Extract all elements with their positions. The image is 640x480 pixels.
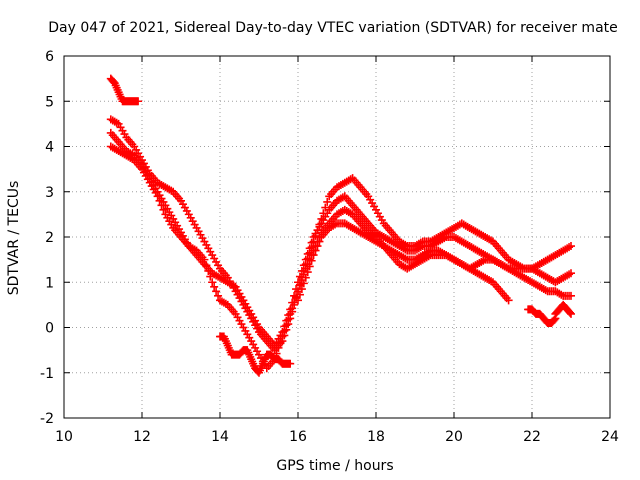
data-point [566, 308, 575, 317]
x-tick-label: 10 [55, 429, 73, 445]
y-tick-label: 6 [45, 49, 54, 65]
x-tick-label: 16 [289, 429, 307, 445]
data-point [206, 272, 215, 281]
y-tick-label: -1 [40, 366, 54, 382]
series-track-4 [294, 219, 575, 305]
data-point [274, 343, 283, 352]
data-point [323, 197, 332, 206]
data-points [106, 74, 575, 377]
x-tick-label: 14 [211, 429, 229, 445]
series-segment-a [106, 74, 143, 106]
data-point [134, 97, 143, 106]
series-track-2 [106, 128, 575, 350]
x-tick-label: 12 [133, 429, 151, 445]
data-point [157, 201, 166, 210]
data-point [311, 246, 320, 255]
data-point [313, 242, 322, 251]
data-point [153, 192, 162, 201]
data-point [567, 309, 575, 318]
data-point [212, 287, 221, 296]
y-tick-label: 0 [45, 321, 54, 337]
x-tick-label: 20 [445, 429, 463, 445]
series-segment-b [216, 332, 295, 377]
data-point [309, 251, 318, 260]
data-point [297, 285, 306, 294]
y-tick-label: 5 [45, 94, 54, 110]
x-tick-label: 24 [601, 429, 619, 445]
data-point [200, 255, 209, 264]
data-point [288, 304, 297, 313]
y-tick-label: 3 [45, 185, 54, 201]
data-point [159, 205, 168, 214]
data-point [301, 273, 310, 282]
data-point [307, 256, 316, 265]
y-axis-label: SDTVAR / TECUs [6, 181, 22, 296]
data-point [305, 262, 314, 271]
y-tick-label: 4 [45, 140, 54, 156]
chart-title: Day 047 of 2021, Sidereal Day-to-day VTE… [48, 20, 618, 36]
data-point [282, 321, 291, 330]
data-point [303, 268, 312, 277]
data-point [567, 242, 575, 251]
data-point [276, 338, 285, 347]
series-segment-c [524, 305, 560, 327]
data-point [299, 279, 308, 288]
series-segment-d [551, 300, 575, 318]
data-point [155, 196, 164, 205]
data-point [204, 266, 213, 275]
data-point [286, 359, 295, 368]
data-point [286, 309, 295, 318]
data-point [567, 269, 575, 278]
data-point [280, 326, 289, 335]
data-point [202, 261, 211, 270]
data-point [210, 282, 219, 291]
data-point [294, 296, 302, 305]
data-point [214, 291, 223, 300]
x-axis-label: GPS time / hours [276, 458, 393, 474]
x-tick-label: 18 [367, 429, 385, 445]
data-point [567, 291, 575, 300]
y-tick-label: 1 [45, 275, 54, 291]
data-point [295, 290, 304, 299]
data-point [504, 296, 513, 305]
x-tick-label: 22 [523, 429, 541, 445]
data-point [284, 315, 293, 324]
data-point [315, 237, 324, 246]
data-point [550, 315, 559, 324]
data-point [278, 332, 287, 341]
data-point [303, 249, 312, 258]
y-tick-label: -2 [40, 411, 54, 427]
data-point [208, 278, 217, 287]
y-tick-label: 2 [45, 230, 54, 246]
